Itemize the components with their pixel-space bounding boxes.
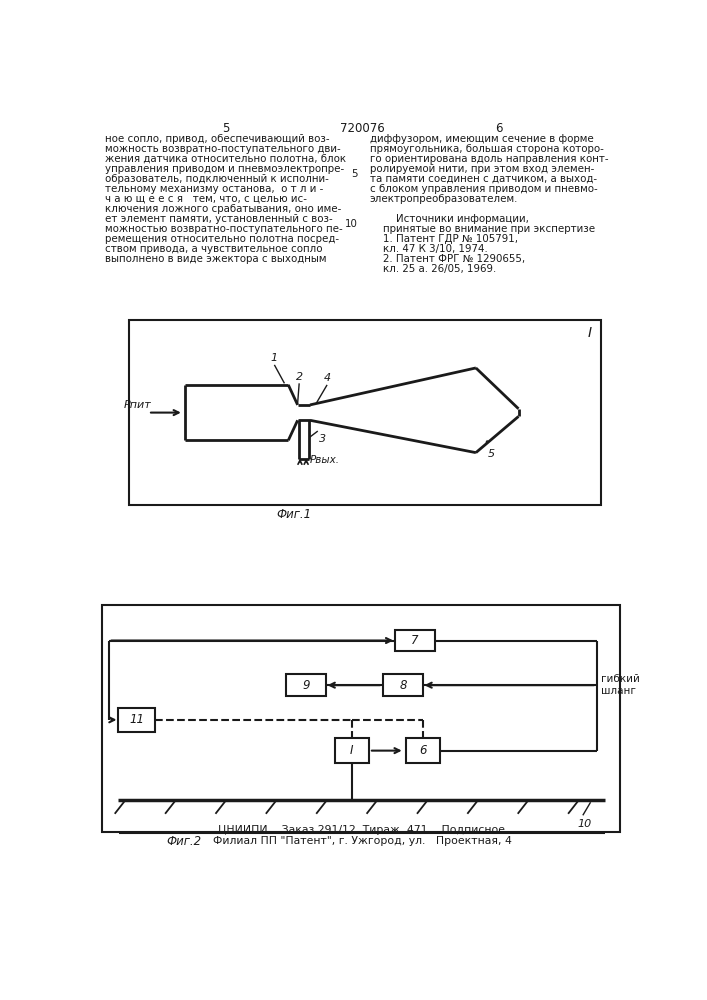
Text: кл. 25 а. 26/05, 1969.: кл. 25 а. 26/05, 1969.: [370, 264, 496, 274]
Text: принятые во внимание при экспертизе: принятые во внимание при экспертизе: [370, 224, 595, 234]
Text: 6: 6: [419, 744, 427, 757]
Text: 9: 9: [303, 679, 310, 692]
Bar: [335, 738, 369, 763]
Text: Фиг.2: Фиг.2: [166, 835, 201, 848]
Text: ством привода, а чувствительное сопло: ством привода, а чувствительное сопло: [105, 244, 323, 254]
Text: I: I: [588, 326, 592, 340]
Text: тельному механизму останова,  о т л и -: тельному механизму останова, о т л и -: [105, 184, 324, 194]
Text: электропреобразователем.: электропреобразователем.: [370, 194, 518, 204]
Text: можность возвратно-поступательного дви-: можность возвратно-поступательного дви-: [105, 144, 341, 154]
Text: ч а ю щ е е с я   тем, что, с целью ис-: ч а ю щ е е с я тем, что, с целью ис-: [105, 194, 308, 204]
Text: ет элемент памяти, установленный с воз-: ет элемент памяти, установленный с воз-: [105, 214, 333, 224]
Text: ЦНИИПИ    Заказ 291/12  Тираж  471    Подписное: ЦНИИПИ Заказ 291/12 Тираж 471 Подписное: [218, 825, 506, 835]
Text: Филиал ПП "Патент", г. Ужгород, ул.   Проектная, 4: Филиал ПП "Патент", г. Ужгород, ул. Прое…: [213, 836, 511, 846]
Text: го ориентирована вдоль направления конт-: го ориентирована вдоль направления конт-: [370, 154, 608, 164]
Text: управления приводом и пневмоэлектропре-: управления приводом и пневмоэлектропре-: [105, 164, 345, 174]
Text: образователь, подключенный к исполни-: образователь, подключенный к исполни-: [105, 174, 329, 184]
Text: 720076: 720076: [339, 122, 385, 135]
Text: Фиг.1: Фиг.1: [276, 508, 312, 521]
Text: 8: 8: [399, 679, 407, 692]
Text: 2: 2: [296, 372, 303, 382]
Text: прямоугольника, большая сторона которо-: прямоугольника, большая сторона которо-: [370, 144, 604, 154]
Text: та памяти соединен с датчиком, а выход-: та памяти соединен с датчиком, а выход-: [370, 174, 597, 184]
Bar: [129, 320, 602, 505]
Bar: [286, 674, 327, 696]
Bar: [383, 674, 423, 696]
Text: 5: 5: [222, 122, 229, 135]
Bar: [118, 708, 155, 732]
Text: 10: 10: [345, 219, 358, 229]
Text: 10: 10: [578, 819, 592, 829]
Text: ролируемой нити, при этом вход элемен-: ролируемой нити, при этом вход элемен-: [370, 164, 594, 174]
Text: Рпит: Рпит: [123, 400, 151, 410]
Text: можностью возвратно-поступательного пе-: можностью возвратно-поступательного пе-: [105, 224, 343, 234]
Text: I: I: [350, 744, 354, 757]
Text: 11: 11: [129, 713, 144, 726]
Text: 3: 3: [320, 434, 327, 444]
Text: 5: 5: [488, 449, 495, 459]
Text: с блоком управления приводом и пневмо-: с блоком управления приводом и пневмо-: [370, 184, 597, 194]
Bar: [406, 738, 440, 763]
Text: 2. Патент ФРГ № 1290655,: 2. Патент ФРГ № 1290655,: [370, 254, 525, 264]
Text: 4: 4: [324, 373, 331, 383]
Bar: [395, 630, 435, 651]
Text: Источники информации,: Источники информации,: [370, 214, 529, 224]
Text: 6: 6: [496, 122, 503, 135]
Bar: [103, 605, 620, 832]
Text: ключения ложного срабатывания, оно име-: ключения ложного срабатывания, оно име-: [105, 204, 341, 214]
Text: Рвых.: Рвых.: [309, 455, 339, 465]
Text: 1: 1: [271, 353, 278, 363]
Text: диффузором, имеющим сечение в форме: диффузором, имеющим сечение в форме: [370, 134, 593, 144]
Text: ремещения относительно полотна посред-: ремещения относительно полотна посред-: [105, 234, 339, 244]
Text: 5: 5: [351, 169, 358, 179]
Text: выполнено в виде эжектора с выходным: выполнено в виде эжектора с выходным: [105, 254, 327, 264]
Text: жения датчика относительно полотна, блок: жения датчика относительно полотна, блок: [105, 154, 346, 164]
Text: кл. 47 К 3/10, 1974.: кл. 47 К 3/10, 1974.: [370, 244, 487, 254]
Text: 7: 7: [411, 634, 419, 647]
Text: гибкий
шланг: гибкий шланг: [601, 674, 640, 696]
Text: 1. Патент ГДР № 105791,: 1. Патент ГДР № 105791,: [370, 234, 518, 244]
Text: ное сопло, привод, обеспечивающий воз-: ное сопло, привод, обеспечивающий воз-: [105, 134, 330, 144]
